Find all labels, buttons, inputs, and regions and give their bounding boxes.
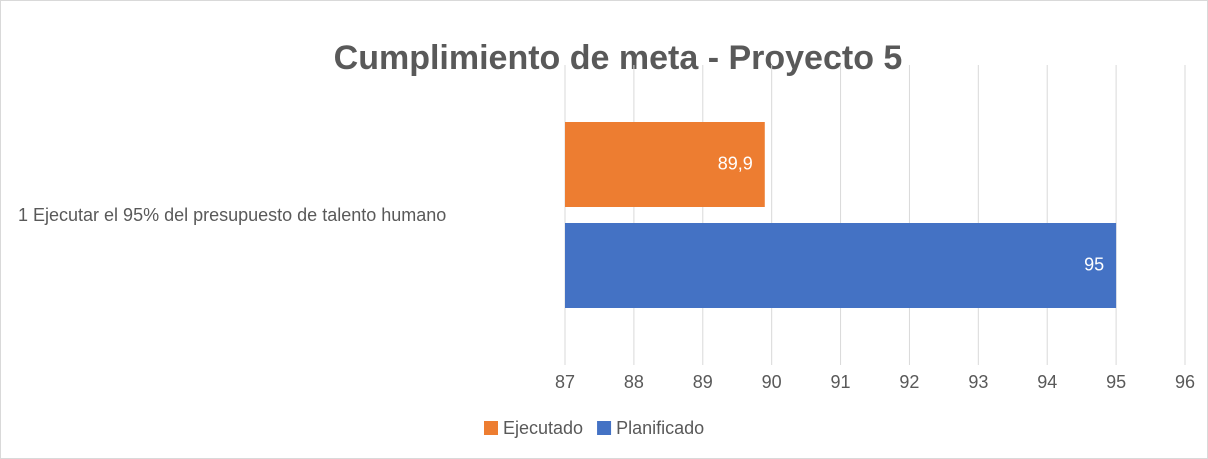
- data-label: 89,9: [718, 153, 753, 173]
- x-tick-label: 95: [1106, 372, 1126, 392]
- bar: [565, 223, 1117, 308]
- x-tick-label: 88: [624, 372, 644, 392]
- x-tick-label: 87: [555, 372, 575, 392]
- x-tick-label: 90: [762, 372, 782, 392]
- chart-title: Cumplimiento de meta - Proyecto 5: [334, 39, 903, 77]
- data-label: 95: [1084, 254, 1104, 274]
- x-tick-label: 96: [1175, 372, 1195, 392]
- x-tick-label: 94: [1037, 372, 1057, 392]
- y-tick-label: 1 Ejecutar el 95% del presupuesto de tal…: [18, 205, 446, 225]
- x-tick-label: 91: [831, 372, 851, 392]
- x-tick-label: 93: [968, 372, 988, 392]
- legend-swatch: [597, 421, 612, 435]
- legend-label: Ejecutado: [503, 418, 583, 438]
- legend-swatch: [484, 421, 498, 435]
- x-tick-label: 92: [899, 372, 919, 392]
- bar: [565, 122, 765, 207]
- legend-label: Planificado: [616, 418, 704, 438]
- x-tick-label: 89: [693, 372, 713, 392]
